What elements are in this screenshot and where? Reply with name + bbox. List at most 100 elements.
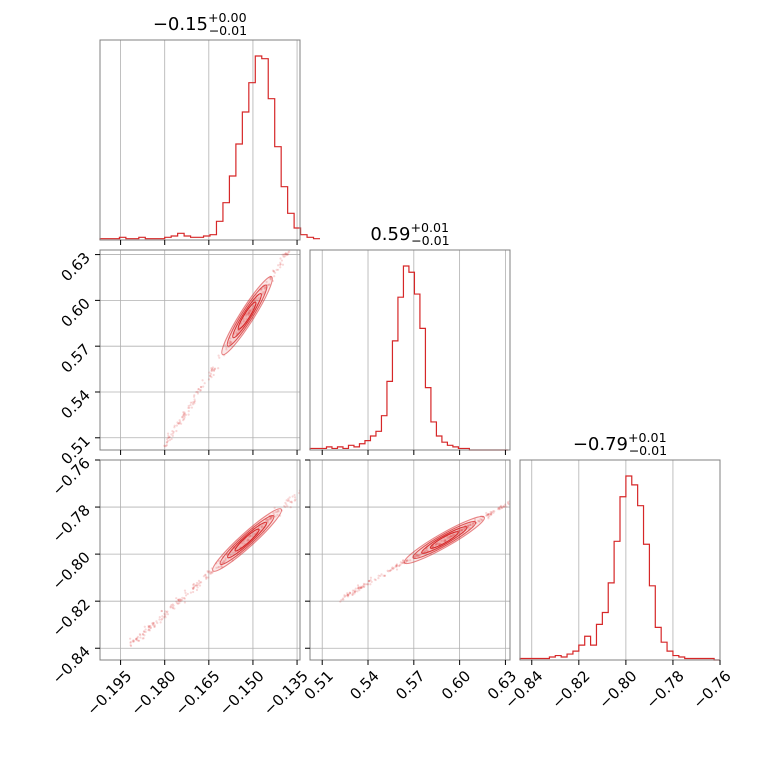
sample-point bbox=[185, 594, 188, 597]
sample-point bbox=[161, 617, 164, 620]
sample-point bbox=[360, 586, 363, 589]
sample-point bbox=[490, 513, 493, 516]
sample-point bbox=[343, 594, 346, 597]
sample-point bbox=[395, 568, 399, 571]
sample-point bbox=[257, 297, 260, 300]
sample-point bbox=[477, 520, 481, 523]
sample-point bbox=[225, 346, 228, 349]
sample-point bbox=[143, 630, 146, 633]
sample-point bbox=[356, 590, 359, 593]
sample-point bbox=[199, 385, 203, 389]
sample-point bbox=[506, 501, 510, 504]
sample-point bbox=[398, 564, 401, 567]
sample-point bbox=[435, 543, 438, 546]
sample-point bbox=[135, 638, 138, 641]
sample-point bbox=[224, 557, 227, 560]
sample-point bbox=[204, 574, 207, 577]
sample-point bbox=[462, 527, 465, 530]
sample-point bbox=[242, 320, 245, 323]
title-plus: +0.01 bbox=[410, 220, 449, 235]
sample-point bbox=[199, 388, 202, 392]
histogram-step-2 bbox=[309, 265, 508, 451]
sample-point bbox=[175, 429, 178, 433]
sample-point bbox=[363, 585, 366, 588]
sample-point bbox=[461, 528, 464, 531]
histogram-grid bbox=[120, 40, 298, 240]
sample-point bbox=[187, 413, 190, 416]
sample-point bbox=[204, 573, 207, 576]
contour-level-1 bbox=[212, 508, 283, 572]
sample-point bbox=[158, 454, 160, 456]
sample-point bbox=[211, 368, 214, 371]
sample-point bbox=[159, 456, 161, 458]
sample-point bbox=[286, 253, 290, 256]
sample-point bbox=[210, 370, 213, 373]
sample-point bbox=[240, 322, 243, 325]
sample-point bbox=[265, 518, 268, 521]
sample-point bbox=[377, 577, 380, 580]
sample-point bbox=[208, 374, 212, 377]
sample-point bbox=[153, 461, 155, 463]
sample-point bbox=[423, 550, 426, 553]
sample-point bbox=[247, 538, 250, 542]
sample-point bbox=[247, 314, 250, 317]
sample-point bbox=[197, 387, 200, 391]
sample-point bbox=[144, 479, 146, 481]
sample-point bbox=[130, 499, 132, 501]
sample-point bbox=[425, 548, 428, 551]
sample-point bbox=[390, 568, 393, 572]
histogram-panel-3: −0.79+0.01 −0.01 bbox=[519, 430, 721, 661]
sample-point bbox=[391, 566, 394, 569]
sample-point bbox=[472, 522, 475, 525]
sample-point bbox=[229, 553, 232, 557]
sample-point bbox=[272, 511, 275, 514]
sample-point bbox=[374, 578, 377, 582]
sample-point bbox=[413, 556, 416, 559]
sample-point bbox=[232, 551, 235, 554]
sample-point bbox=[167, 436, 170, 440]
sample-point bbox=[193, 398, 196, 401]
sample-point bbox=[261, 524, 264, 528]
sample-point bbox=[357, 585, 360, 588]
sample-point bbox=[235, 331, 238, 334]
sample-point bbox=[287, 251, 290, 254]
sample-point bbox=[394, 565, 397, 568]
sample-point bbox=[167, 436, 171, 439]
sample-point bbox=[129, 640, 132, 644]
sample-point bbox=[165, 444, 168, 447]
sample-point bbox=[177, 600, 180, 603]
sample-point bbox=[206, 569, 209, 573]
sample-point bbox=[283, 504, 286, 508]
sample-point bbox=[139, 636, 142, 639]
sample-point bbox=[406, 559, 409, 562]
sample-point bbox=[280, 259, 284, 262]
sample-point bbox=[248, 311, 251, 314]
sample-point bbox=[367, 579, 370, 583]
sample-point bbox=[242, 540, 245, 543]
sample-point bbox=[286, 253, 289, 256]
sample-point bbox=[247, 311, 250, 314]
sample-point bbox=[458, 529, 462, 532]
sample-point bbox=[467, 524, 470, 527]
sample-point bbox=[193, 394, 196, 397]
sample-point bbox=[178, 419, 181, 422]
sample-point bbox=[465, 524, 468, 527]
sample-point bbox=[467, 525, 470, 528]
sample-point bbox=[294, 241, 296, 243]
sample-point bbox=[189, 404, 192, 407]
sample-point bbox=[210, 366, 213, 370]
sample-point bbox=[228, 340, 231, 343]
sample-point bbox=[175, 424, 178, 427]
sample-point bbox=[149, 626, 152, 630]
sample-point bbox=[130, 499, 132, 501]
sample-point bbox=[260, 526, 264, 529]
sample-point bbox=[256, 299, 259, 302]
sample-point bbox=[436, 542, 439, 545]
sample-point bbox=[181, 598, 184, 602]
sample-point bbox=[444, 538, 447, 542]
sample-point bbox=[172, 604, 175, 607]
correlation-panel-2 bbox=[99, 459, 301, 661]
sample-point bbox=[435, 543, 438, 546]
sample-point bbox=[450, 534, 453, 538]
sample-point bbox=[222, 559, 225, 563]
